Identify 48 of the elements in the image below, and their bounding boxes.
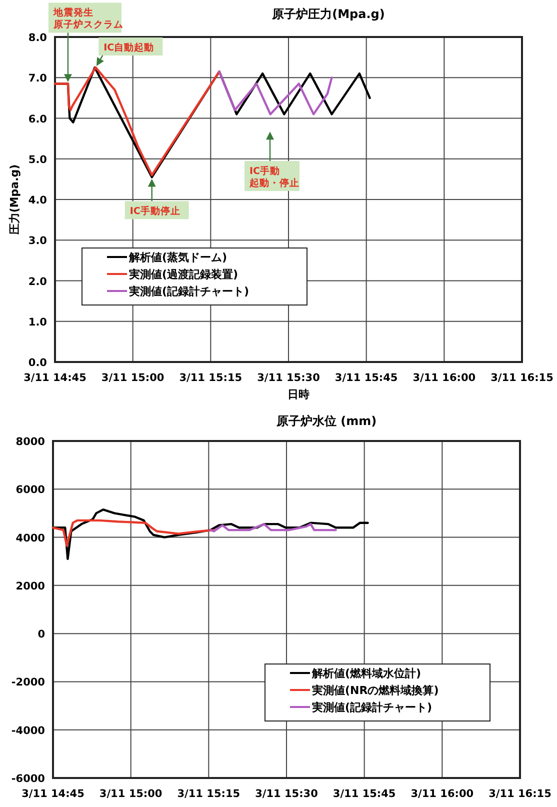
x-tick-label: 3/11 14:45: [22, 788, 84, 800]
y-tick-label: -6000: [11, 773, 45, 785]
y-tick-label: 5.0: [28, 154, 47, 166]
y-tick-label: 6.0: [28, 113, 47, 126]
x-tick-label: 3/11 15:15: [177, 788, 240, 800]
legend-label: 実測値(NRの燃料域換算): [311, 684, 439, 697]
y-tick-label: 6000: [16, 484, 45, 496]
y-axis-title: 圧力(Mpa.g): [8, 164, 21, 236]
x-tick-label: 3/11 16:15: [488, 788, 552, 800]
y-tick-label: 2000: [16, 580, 45, 592]
y-tick-label: 7.0: [28, 72, 47, 85]
x-tick-label: 3/11 15:45: [334, 372, 398, 384]
annotation: IC自動起動: [104, 41, 154, 54]
legend-label: 実測値(記録計チャート): [311, 701, 432, 714]
x-tick-label: 3/11 15:00: [99, 788, 162, 800]
legend-label: 実測値(過渡記録装置): [128, 268, 238, 281]
x-tick-label: 3/11 16:00: [410, 788, 474, 800]
x-tick-label: 3/11 14:45: [24, 372, 86, 384]
y-tick-label: 0: [38, 628, 45, 641]
chart-title: 原子炉圧力(Mpa.g): [271, 7, 385, 21]
y-tick-label: 2.0: [28, 276, 47, 288]
x-tick-label: 3/11 16:00: [412, 372, 476, 384]
y-tick-label: 1.0: [28, 316, 47, 328]
annotation: IC自動起動: [96, 37, 163, 66]
x-tick-label: 3/11 15:30: [257, 372, 320, 384]
x-tick-label: 3/11 15:00: [101, 372, 164, 384]
annotation: IC手動停止: [124, 178, 189, 220]
annotation: IC手動停止: [130, 205, 180, 218]
annotation: 地震発生原子炉スクラム: [52, 6, 124, 31]
x-tick-label: 3/11 15:15: [179, 372, 242, 384]
y-tick-label: -4000: [11, 724, 45, 737]
legend-label: 解析値(蒸気ドーム): [128, 251, 228, 264]
x-tick-label: 3/11 15:30: [255, 788, 318, 800]
y-tick-label: 8000: [16, 436, 45, 448]
annotation: IC手動起動・停止: [244, 132, 300, 191]
x-tick-label: 3/11 15:45: [332, 788, 396, 800]
legend-label: 実測値(記録計チャート): [128, 285, 250, 298]
y-tick-label: -2000: [11, 676, 45, 689]
y-tick-label: 3.0: [28, 235, 47, 248]
y-tick-label: 4000: [16, 532, 45, 544]
annotation: IC手動起動・停止: [248, 165, 300, 189]
y-tick-label: 0.0: [28, 357, 47, 369]
y-tick-label: 4.0: [28, 194, 47, 206]
chart-title: 原子炉水位 (mm): [275, 414, 377, 428]
x-axis-title: 日時: [288, 388, 310, 401]
legend-label: 解析値(燃料域水位計): [311, 667, 422, 680]
x-tick-label: 3/11 16:15: [490, 372, 554, 384]
y-tick-label: 8.0: [28, 32, 47, 44]
